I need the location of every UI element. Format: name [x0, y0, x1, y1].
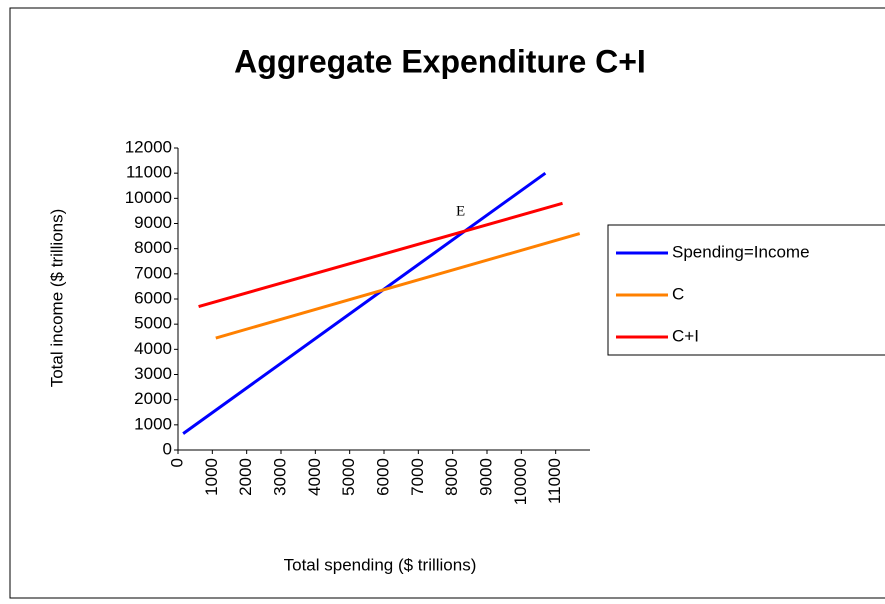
y-tick-label: 2000 — [134, 389, 172, 408]
x-tick-label: 2000 — [236, 458, 255, 496]
x-tick-label: 1000 — [202, 458, 221, 496]
series-line — [198, 201, 563, 308]
x-tick-label: 7000 — [408, 458, 427, 496]
y-tick-label: 10000 — [125, 188, 172, 207]
y-tick-label: 1000 — [134, 414, 172, 433]
y-tick-label: 11000 — [126, 163, 172, 182]
x-tick-label: 6000 — [373, 458, 392, 496]
x-tick-label: 10000 — [511, 458, 530, 505]
series-line — [182, 171, 547, 435]
x-tick-label: 8000 — [442, 458, 461, 496]
y-tick-label: 0 — [163, 439, 172, 458]
y-tick-label: 3000 — [134, 364, 172, 383]
legend-label: C+I — [672, 326, 699, 345]
annotation: E — [456, 203, 465, 219]
y-tick-label: 5000 — [134, 314, 172, 333]
x-tick-label: 5000 — [339, 458, 358, 496]
x-tick-label: 11000 — [545, 458, 564, 504]
y-tick-label: 7000 — [134, 263, 172, 282]
y-tick-label: 9000 — [134, 213, 172, 232]
y-tick-label: 12000 — [125, 137, 172, 156]
y-tick-label: 6000 — [134, 288, 172, 307]
chart-title: Aggregate Expenditure C+I — [234, 43, 646, 79]
x-tick-label: 0 — [167, 458, 186, 467]
series-line — [215, 232, 581, 340]
x-tick-label: 9000 — [476, 458, 495, 496]
x-tick-label: 4000 — [305, 458, 324, 496]
legend — [607, 224, 885, 356]
x-axis-title: Total spending ($ trillions) — [284, 555, 477, 574]
legend-label: C — [672, 284, 684, 303]
legend-label: Spending=Income — [672, 242, 810, 261]
y-tick-label: 8000 — [134, 238, 172, 257]
y-axis-title: Total income ($ trillions) — [47, 209, 66, 388]
x-tick-label: 3000 — [270, 458, 289, 496]
y-tick-label: 4000 — [134, 339, 172, 358]
